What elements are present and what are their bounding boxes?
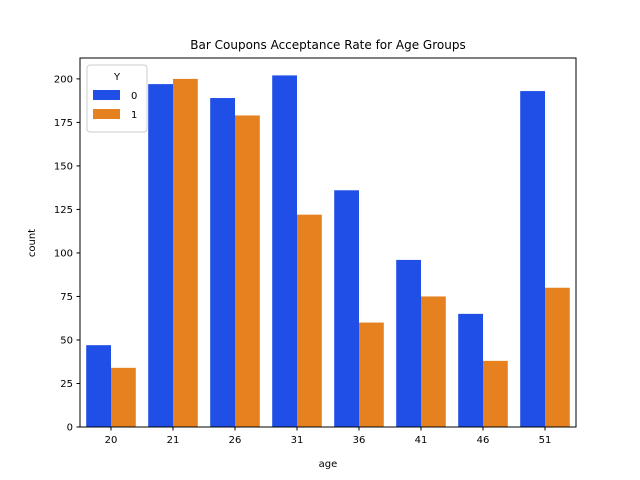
bar-series-0-41	[396, 259, 421, 427]
bar-series-0-26	[210, 98, 235, 427]
x-tick-label: 20	[105, 435, 118, 446]
bar-series-1-36	[359, 322, 384, 427]
bar-series-0-31	[272, 75, 297, 427]
y-tick-label: 75	[60, 292, 73, 303]
x-tick-label: 41	[415, 435, 428, 446]
legend: Y 01	[86, 64, 148, 133]
bar-series-1-26	[235, 115, 260, 427]
legend-label-0: 0	[131, 91, 137, 102]
bar-series-1-41	[421, 296, 446, 427]
legend-label-1: 1	[131, 110, 137, 121]
x-tick-label: 31	[291, 435, 304, 446]
y-axis: 0 25 50 75 100 125 150 175 200	[54, 74, 80, 434]
y-tick-label: 125	[54, 205, 73, 216]
y-tick-label: 25	[60, 379, 73, 390]
y-tick-label: 150	[54, 161, 73, 172]
bar-series-0-21	[148, 84, 173, 428]
y-tick-label: 0	[67, 423, 73, 434]
bar-series-1-20	[111, 367, 136, 427]
x-tick-label: 46	[477, 435, 490, 446]
x-tick-label: 26	[229, 435, 242, 446]
bar-series-0-51	[520, 91, 545, 427]
x-tick-label: 36	[353, 435, 366, 446]
x-axis: 20 21 26 31 36 41 46 51	[105, 427, 552, 446]
bar-series-1-46	[483, 360, 508, 427]
legend-items: 01	[93, 90, 137, 121]
legend-swatch-1	[93, 109, 120, 119]
legend-swatch-0	[93, 90, 120, 100]
bar-series-0-20	[86, 345, 111, 427]
chart-title: Bar Coupons Acceptance Rate for Age Grou…	[190, 38, 465, 52]
bar-series-1-51	[545, 287, 570, 427]
y-axis-title: count	[27, 229, 38, 257]
y-tick-label: 50	[60, 335, 73, 346]
plot-frame	[79, 57, 577, 428]
legend-title: Y	[113, 72, 121, 83]
bar-series-0-46	[458, 313, 483, 427]
bar-series-1-21	[173, 78, 198, 427]
y-tick-label: 100	[54, 248, 73, 259]
bar-series-1-31	[297, 214, 322, 427]
y-tick-label: 175	[54, 118, 73, 129]
x-tick-label: 21	[167, 435, 180, 446]
plot-area	[79, 57, 577, 428]
x-tick-label: 51	[539, 435, 552, 446]
x-axis-title: age	[319, 459, 338, 470]
y-tick-label: 200	[54, 74, 73, 85]
bar-series-0-36	[334, 190, 359, 427]
